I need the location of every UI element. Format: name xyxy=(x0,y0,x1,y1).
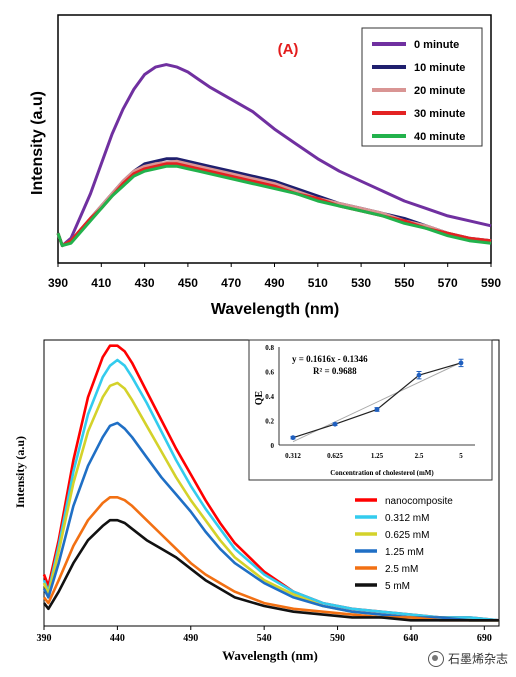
inset-data-point xyxy=(290,435,296,441)
x-tick-label: 390 xyxy=(48,276,68,290)
x-tick-label: 390 xyxy=(37,633,52,644)
inset-y-tick-label: 0.4 xyxy=(265,393,274,401)
panel-b: 390 440 490 540 590 640 690 Wavelength (nm) In… xyxy=(13,339,500,663)
legend-label-5-mm: 5 mM xyxy=(385,581,410,592)
watermark-text: 石墨烯杂志 xyxy=(447,652,508,666)
x-tick-label: 550 xyxy=(394,276,414,290)
legend-label-0-minute: 0 minute xyxy=(414,39,459,51)
inset-x-label: Concentration of cholesterol (mM) xyxy=(330,469,434,477)
panel-b-series xyxy=(42,344,500,622)
inset-x-tick-label: 5 xyxy=(459,452,463,460)
legend-label-30-minute: 30 minute xyxy=(414,108,465,120)
x-tick-label: 590 xyxy=(330,633,345,644)
inset-chart: 0 0.2 0.4 0.6 0.8 0.312 0.625 1.25 2.5 5 y = 0.16… xyxy=(248,339,493,481)
panel-b-x-ticks: 390 440 490 540 590 640 690 xyxy=(37,626,492,644)
legend-label-0-312-mm: 0.312 mM xyxy=(385,513,429,524)
series-line-0-minute xyxy=(56,63,492,248)
inset-axes: 0 0.2 0.4 0.6 0.8 0.312 0.625 1.25 2.5 5 xyxy=(265,344,475,460)
inset-y-tick-label: 0 xyxy=(271,442,275,450)
x-tick-label: 470 xyxy=(221,276,241,290)
legend-label-0-625-mm: 0.625 mM xyxy=(385,530,429,541)
panel-a-x-ticks: 390 410 430 450 470 490 510 530 550 570 590 xyxy=(48,263,501,290)
x-tick-label: 450 xyxy=(178,276,198,290)
inset-y-tick-label: 0.2 xyxy=(265,418,274,426)
x-tick-label: 590 xyxy=(481,276,501,290)
inset-x-tick-label: 2.5 xyxy=(415,452,424,460)
x-tick-label: 490 xyxy=(183,633,198,644)
x-tick-label: 410 xyxy=(91,276,111,290)
inset-r-squared: R² = 0.9688 xyxy=(313,366,357,376)
series-line-10-minute xyxy=(56,157,492,248)
inset-fit-equation: y = 0.1616x - 0.1346 xyxy=(292,354,368,364)
x-tick-label: 440 xyxy=(110,633,125,644)
legend-label-10-minute: 10 minute xyxy=(414,62,465,74)
inset-data-point xyxy=(332,421,338,427)
legend-label-2-5-mm: 2.5 mM xyxy=(385,564,418,575)
panel-a-y-label: Intensity (a.u) xyxy=(29,91,46,195)
inset-plot xyxy=(290,358,464,443)
x-tick-label: 540 xyxy=(257,633,272,644)
series-line-40-minute xyxy=(56,164,492,248)
inset-frame xyxy=(248,339,493,481)
series-line-30-minute xyxy=(56,162,492,248)
inset-y-label: QE xyxy=(254,390,265,405)
wechat-icon xyxy=(427,650,444,667)
legend-label-40-minute: 40 minute xyxy=(414,131,465,143)
series-line-20-minute xyxy=(56,159,492,248)
panel-b-x-label: Wavelength (nm) xyxy=(222,648,318,663)
x-tick-label: 490 xyxy=(264,276,284,290)
legend-label-nanocomposite: nanocomposite xyxy=(385,496,453,507)
x-tick-label: 690 xyxy=(477,633,492,644)
panel-a-x-label: Wavelength (nm) xyxy=(211,301,339,318)
x-tick-label: 510 xyxy=(308,276,328,290)
watermark: 石墨烯杂志 xyxy=(427,650,508,667)
series-line-5-mm xyxy=(42,518,499,622)
x-tick-label: 530 xyxy=(351,276,371,290)
x-tick-label: 640 xyxy=(403,633,418,644)
inset-y-tick-label: 0.8 xyxy=(265,344,274,352)
series-line-1-25-mm xyxy=(42,421,499,622)
inset-data-point xyxy=(416,372,422,378)
panel-a: 390 410 430 450 470 490 510 530 550 570 590 (A) Wa… xyxy=(29,14,501,318)
panel-a-legend-box xyxy=(361,27,483,147)
inset-data-point xyxy=(374,407,380,412)
panel-b-legend: nanocomposite 0.312 mM 0.625 mM 1.25 mM 2.5 … xyxy=(355,496,453,592)
panel-b-y-label: Intensity (a.u) xyxy=(13,436,27,508)
inset-x-tick-label: 0.312 xyxy=(285,452,301,460)
legend-label-1-25-mm: 1.25 mM xyxy=(385,547,424,558)
x-tick-label: 430 xyxy=(135,276,155,290)
inset-x-tick-label: 0.625 xyxy=(327,452,343,460)
legend-label-20-minute: 20 minute xyxy=(414,85,465,97)
x-tick-label: 570 xyxy=(438,276,458,290)
inset-y-tick-label: 0.6 xyxy=(265,369,274,377)
series-line-0-312-mm xyxy=(42,358,500,622)
inset-x-tick-label: 1.25 xyxy=(371,452,384,460)
series-line-2-5-mm xyxy=(42,496,499,622)
panel-a-title: (A) xyxy=(278,41,299,58)
inset-data-point xyxy=(458,360,464,366)
panel-a-series xyxy=(56,63,492,248)
panel-a-legend: 0 minute 10 minute 20 minute 30 minute 40 mi… xyxy=(372,39,465,143)
